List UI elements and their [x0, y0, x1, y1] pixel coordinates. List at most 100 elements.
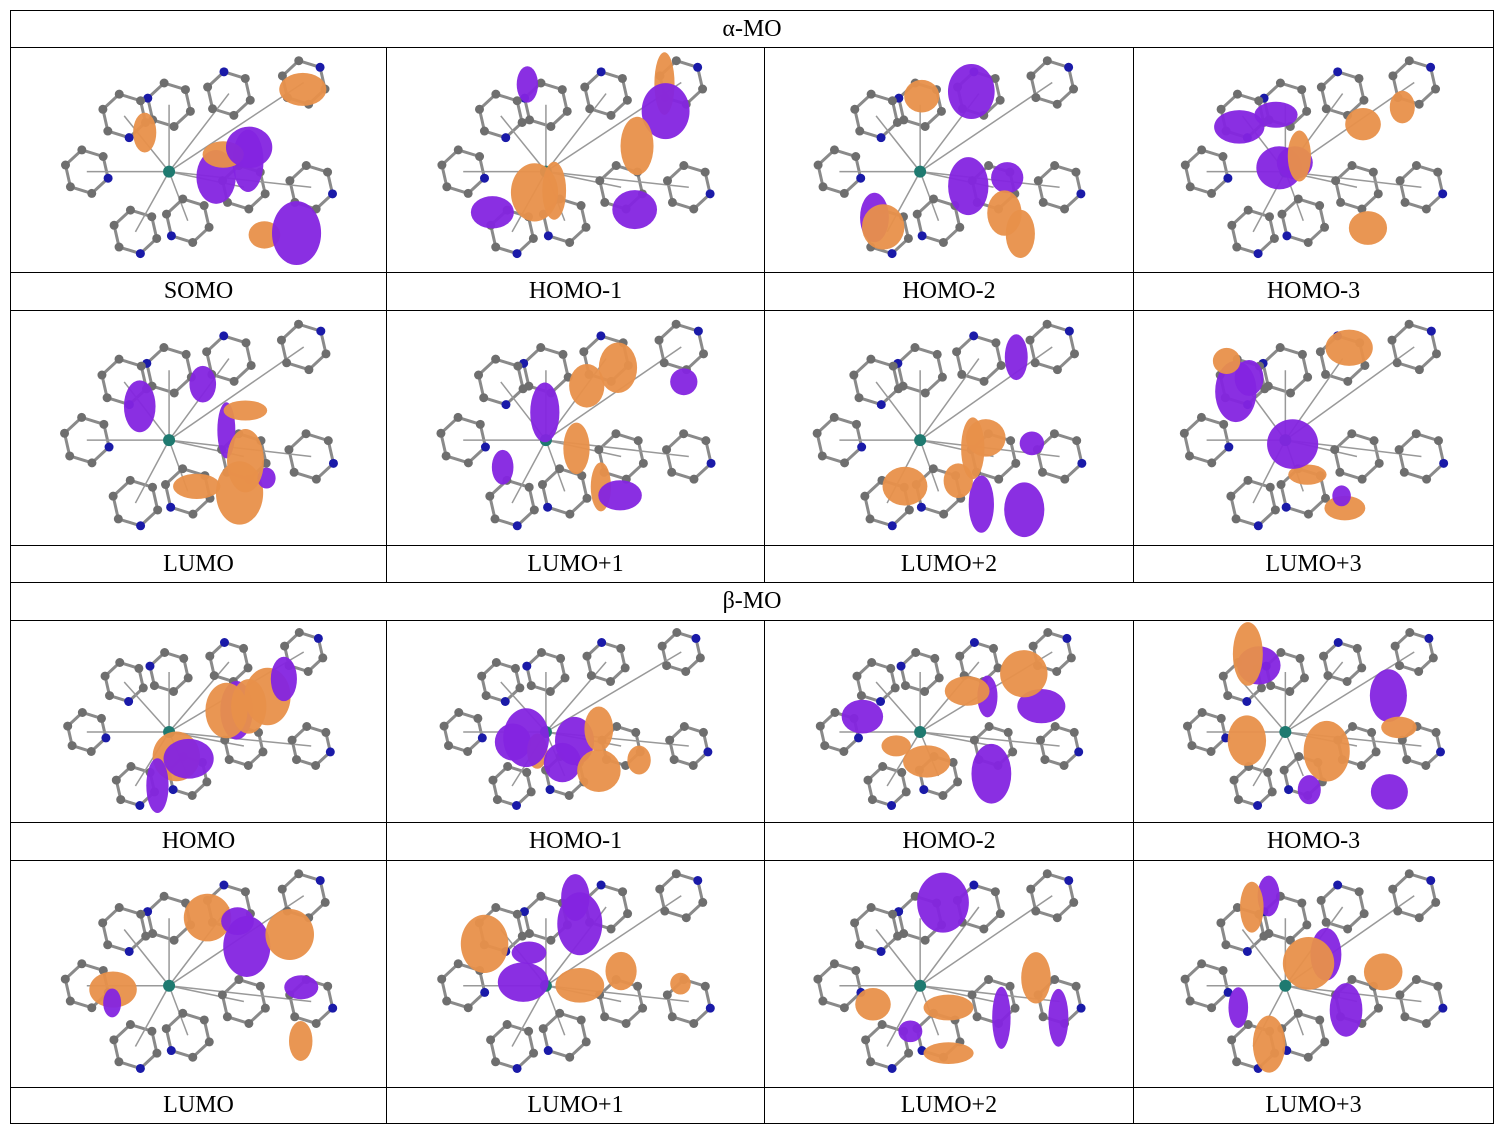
atom: [114, 1057, 123, 1066]
atom: [565, 509, 574, 518]
atom: [1433, 167, 1442, 176]
atom: [919, 785, 928, 794]
atom: [582, 651, 591, 660]
orbital-label: HOMO-1: [386, 822, 765, 861]
orbital-lobe: [543, 742, 580, 781]
atom: [311, 474, 320, 483]
atom: [1074, 747, 1083, 756]
atom: [1050, 721, 1059, 730]
atom: [1359, 95, 1368, 104]
atom: [169, 935, 178, 944]
image-cell: [386, 47, 765, 273]
orbital-image: [388, 862, 764, 1087]
atom: [313, 633, 322, 642]
atom: [1315, 1015, 1324, 1024]
atom: [135, 801, 144, 810]
atom: [1231, 514, 1240, 523]
atom: [479, 393, 488, 402]
atom: [515, 683, 524, 692]
atom: [180, 85, 189, 94]
atom: [555, 1008, 564, 1017]
metal-atom: [914, 979, 926, 991]
atom: [1323, 671, 1332, 680]
atom: [1357, 474, 1366, 483]
atom: [576, 1015, 585, 1024]
atom: [829, 959, 838, 968]
atom: [311, 761, 320, 770]
atom: [125, 205, 134, 214]
atom: [1076, 1003, 1085, 1012]
atom: [1373, 1003, 1382, 1012]
atom: [856, 691, 865, 700]
orbital-label: LUMO+2: [764, 1087, 1134, 1124]
atom: [1216, 918, 1225, 927]
atom: [911, 647, 920, 656]
atom: [893, 931, 902, 940]
atom: [1414, 913, 1423, 922]
atom: [304, 365, 313, 374]
atom: [321, 349, 330, 358]
orbital-lobe: [1381, 716, 1416, 738]
atom: [453, 412, 462, 421]
atom: [1303, 237, 1312, 246]
atom: [1233, 795, 1242, 804]
image-cell: [10, 310, 387, 546]
atom: [105, 691, 114, 700]
atom: [991, 338, 1000, 347]
atom: [108, 491, 117, 500]
atom: [1043, 627, 1052, 636]
atom: [161, 480, 170, 489]
atom: [1216, 713, 1225, 722]
atom: [96, 713, 105, 722]
atom: [839, 1003, 848, 1012]
orbital-lobe: [491, 449, 513, 484]
atom: [159, 891, 168, 900]
atom: [491, 89, 500, 98]
orbital-label: HOMO: [10, 822, 387, 861]
atom: [546, 935, 555, 944]
atom: [812, 428, 821, 437]
atom: [1336, 197, 1345, 206]
atom: [1390, 641, 1399, 650]
atom: [691, 633, 700, 642]
atom: [152, 233, 161, 242]
orbital-lobe: [1000, 650, 1047, 697]
orbital-label: LUMO+3: [1133, 1087, 1494, 1124]
atom: [1354, 73, 1363, 82]
atom: [328, 1003, 337, 1012]
atom: [323, 436, 332, 445]
atom: [284, 445, 293, 454]
orbital-image: [388, 49, 764, 272]
orbital-lobe: [598, 342, 636, 392]
orbital-lobe: [133, 112, 156, 152]
atom: [86, 747, 95, 756]
atom: [920, 687, 929, 696]
atom: [667, 1012, 676, 1021]
orbital-lobe: [1228, 987, 1248, 1028]
atom: [596, 67, 605, 76]
atom: [1431, 349, 1440, 358]
atom: [463, 1003, 472, 1012]
atom: [442, 996, 451, 1005]
atom: [938, 237, 947, 246]
atom: [528, 233, 537, 242]
orbital-lobe: [1332, 485, 1351, 506]
atom: [1071, 167, 1080, 176]
orbital-lobe: [855, 988, 891, 1021]
atom: [103, 126, 112, 135]
atom: [124, 697, 133, 706]
atom: [850, 918, 859, 927]
metal-atom: [914, 726, 926, 738]
atom: [892, 117, 901, 126]
atom: [888, 909, 897, 918]
atom: [662, 445, 671, 454]
atom: [655, 884, 664, 893]
atom: [967, 990, 976, 999]
atom: [856, 173, 865, 182]
atom: [282, 358, 291, 367]
atom: [1438, 189, 1447, 198]
orbital-image: [766, 49, 1133, 272]
atom: [1354, 887, 1363, 896]
atom: [564, 791, 573, 800]
atom: [681, 667, 690, 676]
